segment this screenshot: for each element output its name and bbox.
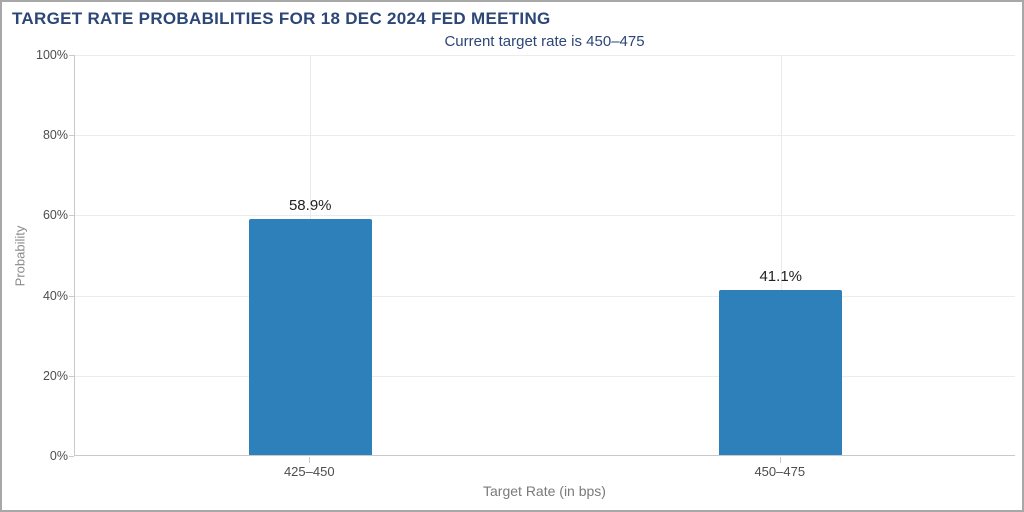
chart-subtitle: Current target rate is 450–475: [444, 33, 645, 50]
bar-value-label: 58.9%: [288, 196, 332, 214]
y-tick-mark: [69, 456, 74, 457]
v-gridline: [780, 55, 782, 455]
x-tick-mark: [779, 457, 781, 463]
h-gridline: [75, 135, 1015, 137]
y-tick-mark: [69, 375, 74, 377]
h-gridline: [75, 295, 1015, 297]
x-tick-label: 425–450: [283, 464, 335, 479]
x-tick-label: 450–475: [754, 464, 806, 479]
h-gridline: [75, 375, 1015, 377]
y-tick-label: 0%: [49, 449, 68, 463]
y-tick-mark: [69, 55, 74, 56]
bar-value-label: 41.1%: [759, 268, 803, 286]
h-gridline: [75, 55, 1015, 56]
y-tick-mark: [69, 295, 74, 297]
bar[interactable]: [719, 290, 843, 455]
h-gridline: [75, 215, 1015, 217]
y-tick-label: 20%: [42, 368, 68, 383]
y-tick-mark: [69, 135, 74, 137]
y-axis-title: Probability: [12, 225, 28, 287]
bar[interactable]: [248, 218, 372, 455]
y-tick-label: 80%: [42, 128, 68, 143]
x-axis-title: Target Rate (in bps): [483, 483, 606, 499]
y-tick-label: 40%: [42, 288, 68, 303]
y-tick-label: 60%: [42, 208, 68, 223]
x-tick-mark: [309, 457, 311, 463]
y-tick-mark: [69, 215, 74, 217]
y-tick-label: 100%: [36, 48, 68, 62]
chart-title: TARGET RATE PROBABILITIES FOR 18 DEC 202…: [12, 9, 551, 28]
plot-area: 58.9% 41.1%: [74, 55, 1015, 456]
